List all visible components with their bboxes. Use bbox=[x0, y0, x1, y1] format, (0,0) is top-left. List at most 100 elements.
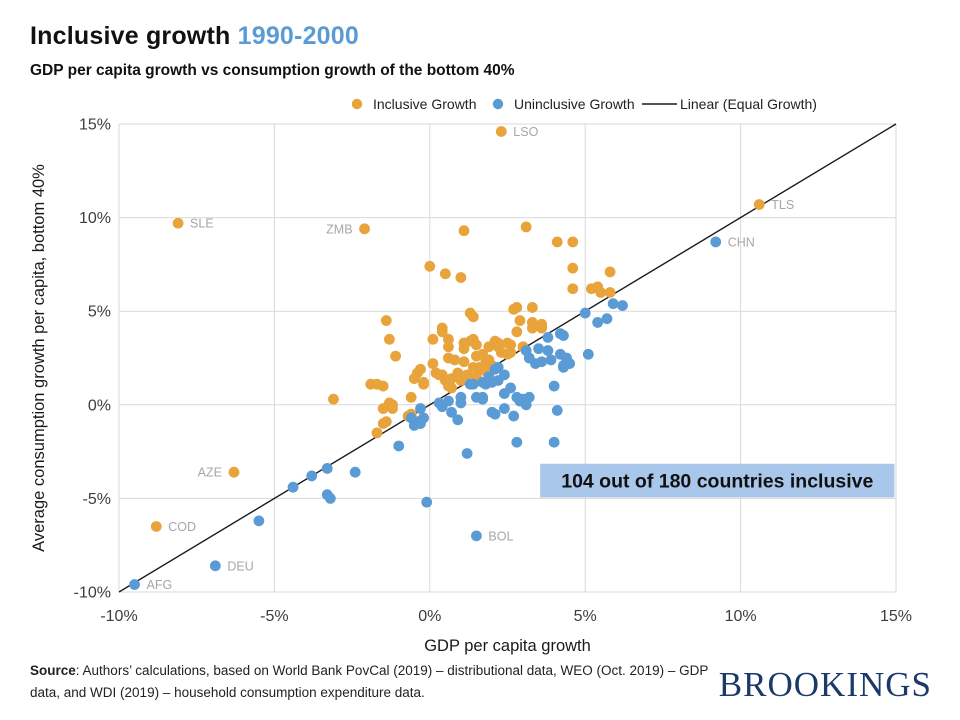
country-label-LSO: LSO bbox=[513, 125, 538, 139]
point-uninclusive bbox=[548, 380, 560, 392]
country-label-DEU: DEU bbox=[227, 559, 253, 573]
point-inclusive bbox=[443, 341, 454, 353]
point-inclusive bbox=[446, 382, 457, 394]
point-ZMB bbox=[359, 223, 370, 235]
point-inclusive bbox=[604, 266, 616, 278]
point-inclusive bbox=[567, 283, 579, 295]
point-inclusive bbox=[567, 262, 579, 274]
point-uninclusive bbox=[617, 300, 628, 311]
point-uninclusive bbox=[592, 317, 604, 328]
point-inclusive bbox=[458, 225, 470, 237]
country-label-SLE: SLE bbox=[190, 217, 214, 231]
point-uninclusive bbox=[452, 414, 464, 426]
point-uninclusive bbox=[508, 410, 520, 422]
page-title: Inclusive growth 1990-2000 bbox=[30, 22, 359, 51]
point-uninclusive bbox=[489, 408, 501, 420]
source-note: Source: Authors’ calculations, based on … bbox=[30, 660, 730, 703]
point-uninclusive bbox=[498, 403, 510, 414]
point-uninclusive bbox=[607, 298, 619, 310]
x-tick-label: 15% bbox=[880, 608, 912, 625]
point-uninclusive bbox=[349, 466, 361, 478]
point-uninclusive bbox=[415, 403, 426, 414]
point-inclusive bbox=[595, 287, 607, 298]
point-uninclusive bbox=[498, 388, 510, 399]
legend-uninclusive-label: Uninclusive Growth bbox=[514, 96, 635, 112]
point-inclusive bbox=[424, 260, 436, 272]
point-uninclusive bbox=[321, 463, 333, 474]
point-uninclusive bbox=[421, 496, 433, 508]
point-inclusive bbox=[439, 268, 451, 280]
point-inclusive bbox=[567, 236, 579, 248]
legend-uninclusive-dot-icon bbox=[492, 98, 504, 110]
point-inclusive bbox=[371, 427, 383, 439]
point-uninclusive bbox=[483, 371, 495, 383]
point-uninclusive bbox=[446, 406, 457, 418]
point-CHN bbox=[710, 236, 722, 248]
point-uninclusive bbox=[558, 330, 569, 341]
point-inclusive bbox=[458, 356, 470, 368]
point-inclusive bbox=[427, 358, 439, 370]
x-tick-label: 0% bbox=[418, 608, 441, 625]
country-label-BOL: BOL bbox=[488, 529, 513, 543]
point-uninclusive bbox=[253, 515, 265, 527]
point-inclusive bbox=[551, 236, 563, 248]
point-inclusive bbox=[492, 337, 504, 349]
point-uninclusive bbox=[533, 343, 544, 355]
legend-inclusive-dot-icon bbox=[351, 98, 363, 110]
point-uninclusive bbox=[306, 470, 318, 482]
point-inclusive bbox=[502, 337, 513, 349]
x-tick-label: -5% bbox=[260, 608, 288, 625]
point-inclusive bbox=[480, 354, 492, 366]
point-LSO bbox=[495, 126, 507, 137]
y-tick-label: 0% bbox=[88, 397, 111, 414]
point-uninclusive bbox=[582, 348, 594, 360]
point-uninclusive bbox=[461, 448, 473, 459]
point-inclusive bbox=[526, 322, 538, 334]
point-uninclusive bbox=[455, 397, 467, 409]
point-AZE bbox=[228, 466, 240, 478]
point-DEU bbox=[209, 560, 221, 572]
point-uninclusive bbox=[542, 332, 554, 343]
point-inclusive bbox=[380, 416, 392, 428]
point-inclusive bbox=[467, 311, 479, 323]
point-inclusive bbox=[461, 369, 473, 381]
y-tick-label: -10% bbox=[74, 585, 111, 602]
point-BOL bbox=[471, 530, 482, 542]
point-uninclusive bbox=[523, 391, 535, 403]
y-axis-title: Average consumption growth per capita, b… bbox=[30, 164, 48, 552]
y-tick-label: 10% bbox=[79, 210, 111, 227]
point-uninclusive bbox=[545, 354, 557, 366]
country-label-AZE: AZE bbox=[198, 466, 222, 480]
legend-linear-label: Linear (Equal Growth) bbox=[680, 96, 817, 112]
point-inclusive bbox=[520, 221, 532, 233]
country-label-TLS: TLS bbox=[771, 198, 794, 212]
point-uninclusive bbox=[492, 375, 504, 386]
title-period: 1990-2000 bbox=[237, 22, 359, 50]
y-tick-label: -5% bbox=[83, 491, 111, 508]
point-uninclusive bbox=[536, 356, 548, 368]
point-inclusive bbox=[405, 391, 417, 403]
point-inclusive bbox=[427, 333, 439, 345]
point-inclusive bbox=[443, 333, 454, 345]
point-inclusive bbox=[449, 354, 461, 366]
point-inclusive bbox=[536, 318, 548, 330]
point-inclusive bbox=[526, 302, 538, 313]
source-label: Source bbox=[30, 663, 76, 678]
point-inclusive bbox=[467, 361, 479, 373]
point-inclusive bbox=[383, 333, 395, 345]
point-uninclusive bbox=[287, 481, 299, 493]
point-COD bbox=[150, 521, 162, 532]
point-uninclusive bbox=[548, 436, 560, 448]
point-inclusive bbox=[511, 326, 523, 338]
point-uninclusive bbox=[443, 395, 454, 407]
source-text: : Authors’ calculations, based on World … bbox=[30, 663, 709, 700]
country-label-ZMB: ZMB bbox=[326, 222, 352, 236]
point-uninclusive bbox=[511, 436, 523, 448]
point-TLS bbox=[753, 199, 765, 210]
point-inclusive bbox=[452, 367, 464, 379]
point-uninclusive bbox=[492, 361, 504, 373]
point-inclusive bbox=[380, 315, 392, 326]
point-uninclusive bbox=[411, 416, 423, 428]
